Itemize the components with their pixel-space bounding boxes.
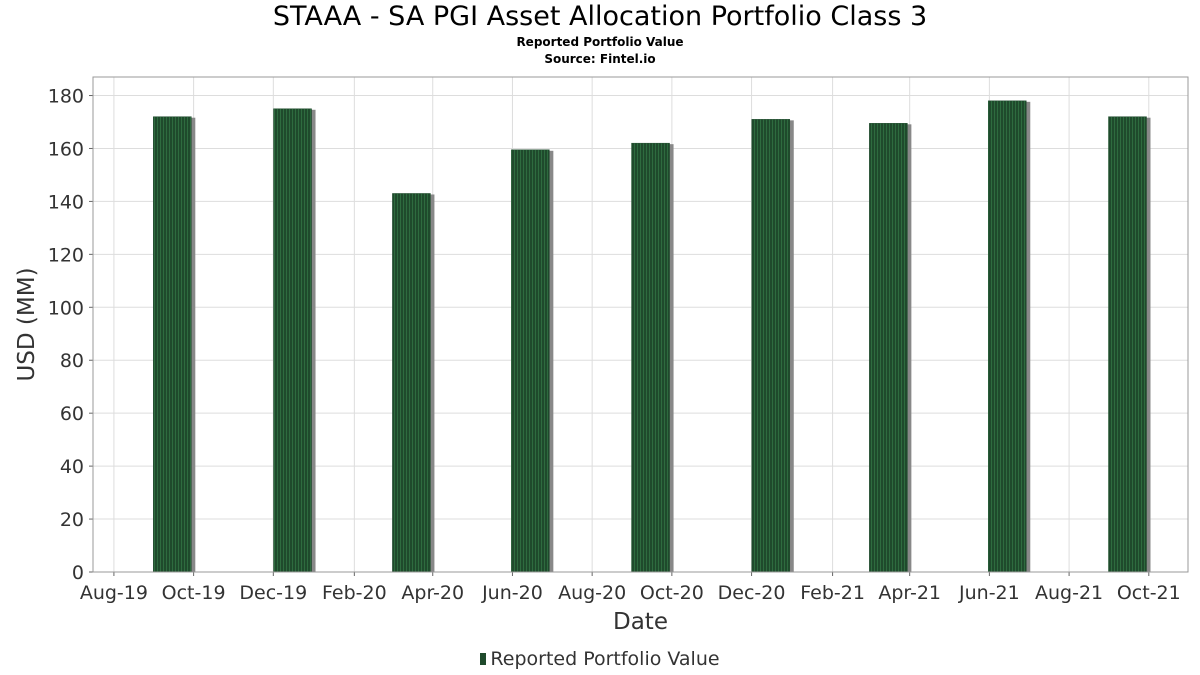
- x-tick-label: Aug-21: [1035, 582, 1103, 604]
- y-axis-title: USD (MM): [14, 267, 40, 381]
- y-tick-label: 40: [60, 456, 84, 478]
- x-tick-label: Oct-19: [162, 582, 226, 604]
- bar: [988, 100, 1027, 573]
- y-tick-label: 100: [48, 297, 84, 319]
- bar: [869, 123, 908, 573]
- bar: [153, 116, 192, 573]
- bar: [1108, 116, 1147, 573]
- chart-source: Source: Fintel.io: [544, 52, 656, 66]
- bar: [273, 108, 312, 573]
- x-tick-label: Feb-21: [800, 582, 865, 604]
- bar: [392, 193, 431, 573]
- x-tick-label: Feb-20: [322, 582, 387, 604]
- chart-subtitle: Reported Portfolio Value: [516, 35, 684, 49]
- x-tick-label: Aug-19: [80, 582, 148, 604]
- x-tick-label: Jun-21: [958, 582, 1020, 604]
- x-tick-label: Dec-19: [239, 582, 307, 604]
- legend-label: Reported Portfolio Value: [490, 648, 720, 670]
- x-tick-label: Oct-20: [640, 582, 704, 604]
- x-tick-label: Dec-20: [718, 582, 786, 604]
- y-tick-label: 120: [48, 244, 84, 266]
- chart-legend: Reported Portfolio Value: [0, 648, 1200, 670]
- x-tick-label: Aug-20: [558, 582, 626, 604]
- y-tick-label: 160: [48, 138, 84, 160]
- x-tick-label: Jun-20: [481, 582, 543, 604]
- x-tick-label: Apr-20: [401, 582, 464, 604]
- bar: [511, 149, 550, 573]
- plot-border: [92, 76, 1189, 573]
- legend-swatch: [480, 653, 487, 665]
- y-tick-label: 0: [72, 562, 84, 584]
- x-tick-label: Oct-21: [1117, 582, 1181, 604]
- bar: [631, 142, 670, 573]
- chart-title: STAAA - SA PGI Asset Allocation Portfoli…: [272, 1, 928, 32]
- y-tick-label: 60: [60, 403, 84, 425]
- x-axis-title: Date: [613, 609, 668, 635]
- x-tick-label: Apr-21: [878, 582, 941, 604]
- y-tick-label: 180: [48, 86, 84, 108]
- y-tick-label: 80: [60, 350, 84, 372]
- y-tick-label: 20: [60, 509, 84, 531]
- y-tick-label: 140: [48, 191, 84, 213]
- bar: [751, 119, 791, 573]
